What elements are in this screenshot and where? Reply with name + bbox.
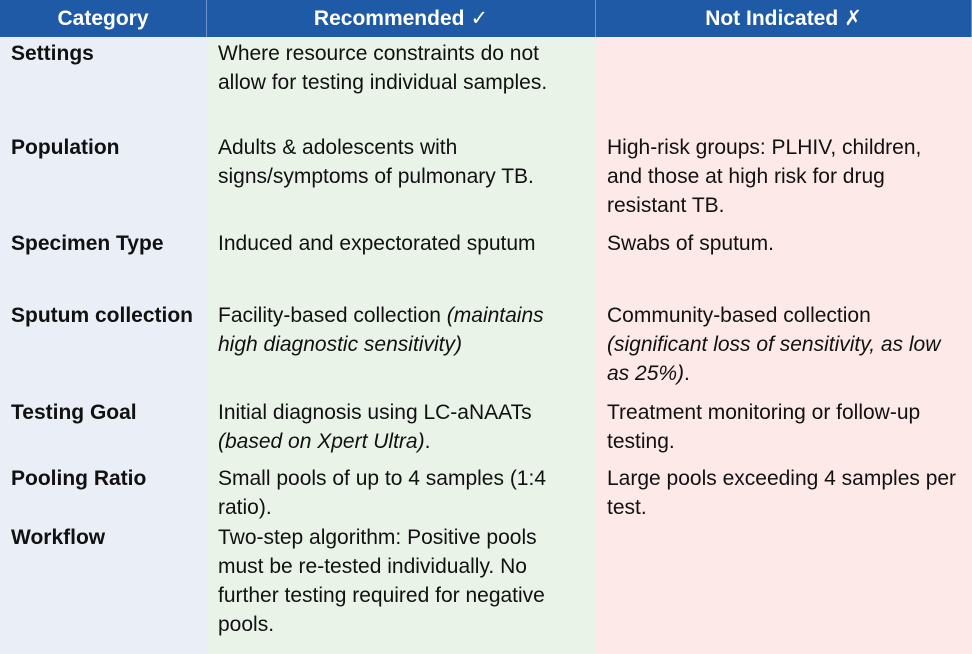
- row-population-not-indicated: High-risk groups: PLHIV, children, and t…: [596, 131, 972, 227]
- row-testing-category: Testing Goal: [0, 396, 207, 462]
- row-pooling-not-indicated: Large pools exceeding 4 samples per test…: [596, 462, 972, 521]
- row-workflow-not-indicated: [596, 521, 972, 654]
- row-specimen-category: Specimen Type: [0, 227, 207, 299]
- row-testing-recommended: Initial diagnosis using LC-aNAATs (based…: [207, 396, 596, 462]
- row-sputum-not-indicated-tail: .: [684, 362, 690, 385]
- header-category-label: Category: [57, 6, 149, 30]
- check-icon: ✓: [470, 7, 489, 30]
- row-settings-category: Settings: [0, 37, 207, 131]
- header-not-indicated: Not Indicated ✗: [596, 0, 972, 37]
- row-workflow-recommended: Two-step algorithm: Positive pools must …: [207, 521, 596, 654]
- header-recommended: Recommended ✓: [207, 0, 596, 37]
- row-settings-recommended: Where resource constraints do not allow …: [207, 37, 596, 131]
- row-pooling-recommended: Small pools of up to 4 samples (1:4 rati…: [207, 462, 596, 521]
- row-population-category: Population: [0, 131, 207, 227]
- row-sputum-not-indicated-text: Community-based collection: [607, 304, 871, 327]
- cross-icon: ✗: [844, 7, 862, 30]
- row-sputum-recommended-note: (maintains high diagnostic sensitivity): [218, 304, 544, 356]
- header-category: Category: [0, 0, 207, 37]
- row-pooling-category: Pooling Ratio: [0, 462, 207, 521]
- row-specimen-not-indicated: Swabs of sputum.: [596, 227, 972, 299]
- row-testing-recommended-note: (based on Xpert Ultra): [218, 430, 425, 453]
- row-sputum-recommended-text: Facility-based collection: [218, 304, 441, 327]
- row-population-recommended: Adults & adolescents with signs/symptoms…: [207, 131, 596, 227]
- row-testing-recommended-text: Initial diagnosis using LC-aNAATs: [218, 401, 532, 424]
- row-sputum-not-indicated-note: (significant loss of sensitivity, as low…: [607, 333, 941, 385]
- row-settings-not-indicated: [596, 37, 972, 131]
- row-sputum-category: Sputum collection: [0, 299, 207, 396]
- row-sputum-recommended: Facility-based collection (maintains hig…: [207, 299, 596, 396]
- row-sputum-not-indicated: Community-based collection (significant …: [596, 299, 972, 396]
- row-testing-recommended-tail: .: [424, 430, 431, 453]
- header-recommended-label: Recommended: [313, 6, 465, 30]
- row-testing-not-indicated: Treatment monitoring or follow-up testin…: [596, 396, 972, 462]
- row-specimen-recommended: Induced and expectorated sputum: [207, 227, 596, 299]
- row-workflow-category: Workflow: [0, 521, 207, 654]
- header-not-indicated-label: Not Indicated: [705, 6, 839, 30]
